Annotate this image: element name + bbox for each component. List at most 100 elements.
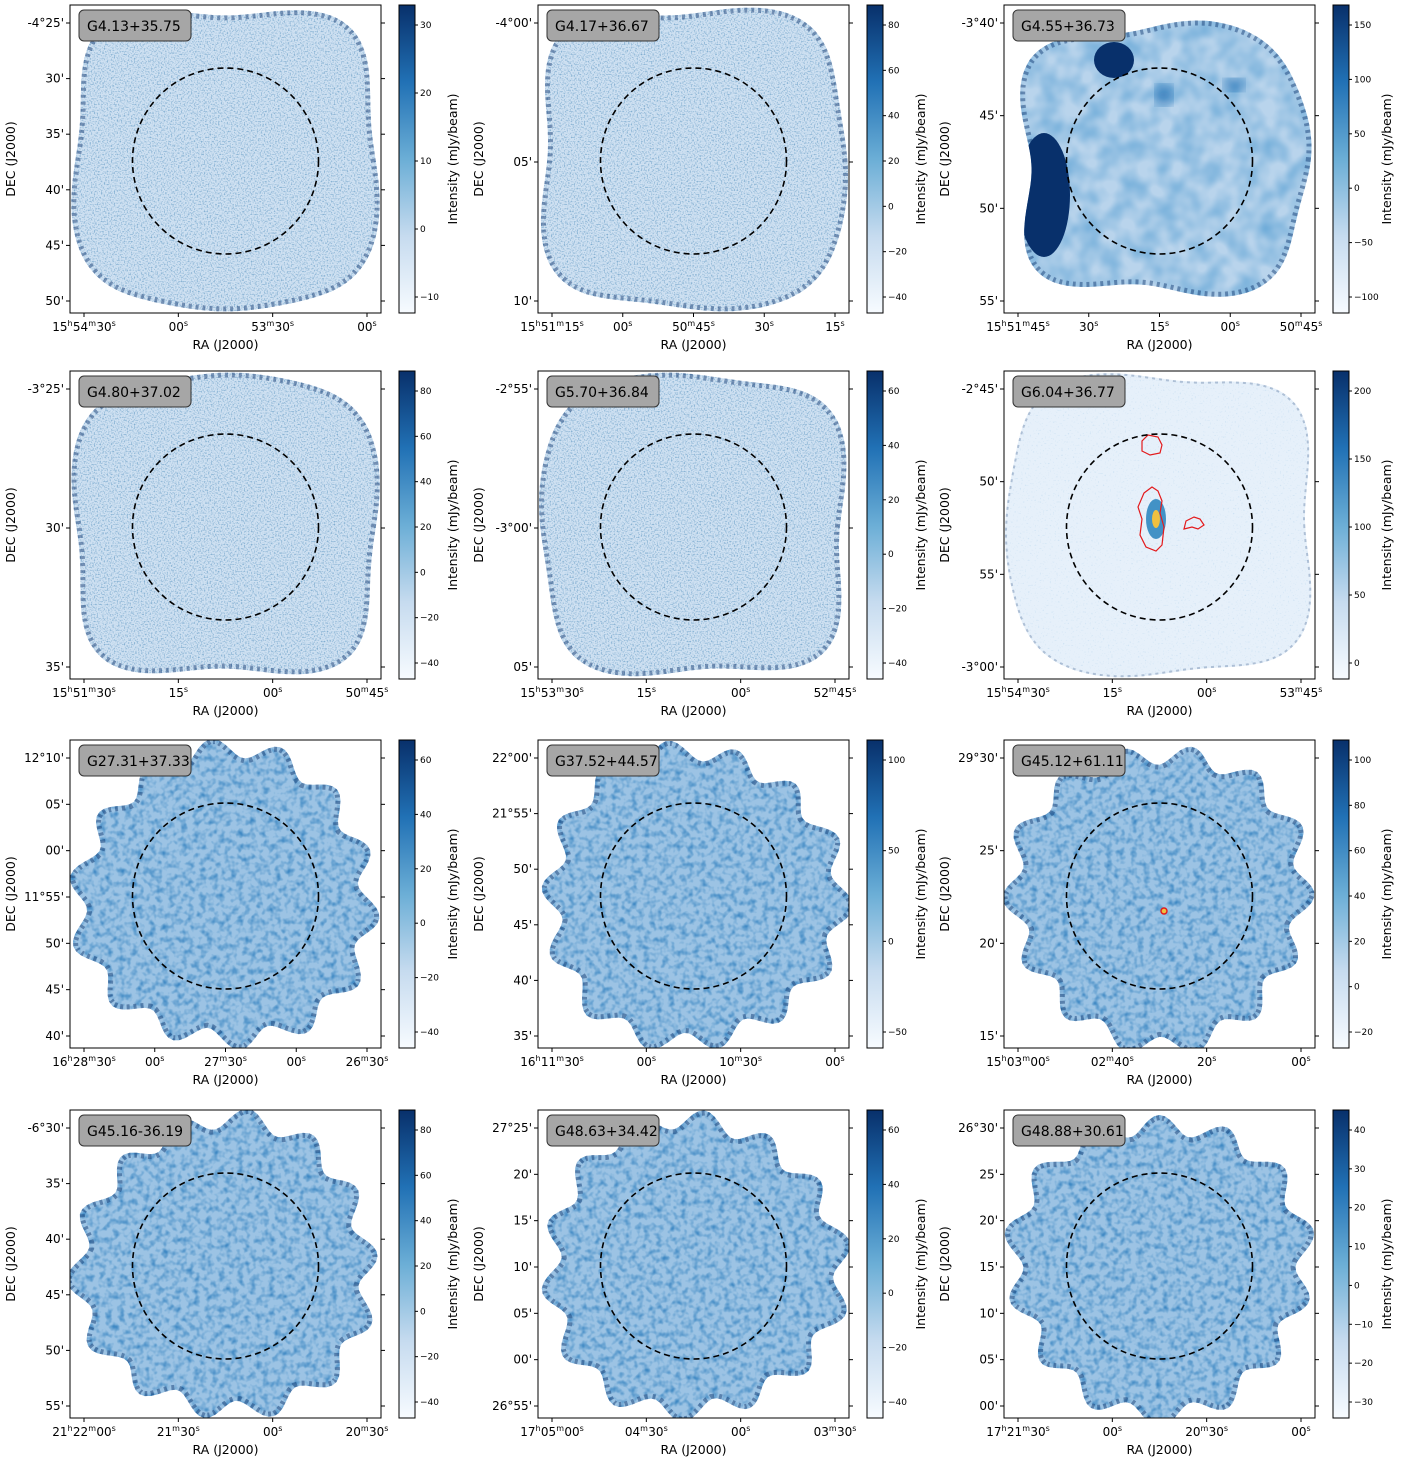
y-axis-label: DEC (J2000) bbox=[471, 121, 486, 196]
dec-tick-label: 25' bbox=[979, 844, 998, 858]
beam-circle bbox=[131, 67, 320, 255]
ra-tick-label: 00s bbox=[145, 1054, 164, 1069]
field-label-text: G37.52+44.57 bbox=[555, 754, 658, 770]
dec-tick-label: 00' bbox=[513, 1353, 532, 1367]
field-label-text: G4.17+36.67 bbox=[555, 19, 649, 35]
field-label: G27.31+37.33 bbox=[78, 744, 192, 777]
x-axis-label: RA (J2000) bbox=[661, 1442, 727, 1457]
dec-tick-label: 45' bbox=[45, 983, 64, 997]
field-label: G4.80+37.02 bbox=[78, 375, 192, 408]
colorbar-tick-label: 20 bbox=[888, 157, 900, 167]
dec-tick-label: 30' bbox=[45, 72, 64, 86]
map-image bbox=[541, 741, 849, 1048]
dec-tick-label: 50' bbox=[45, 294, 64, 308]
dec-tick-label: -3°40' bbox=[961, 16, 998, 30]
colorbar-tick-label: 20 bbox=[420, 865, 432, 875]
ra-tick-label: 15s bbox=[1103, 685, 1122, 700]
ra-tick-label: 20m 30s bbox=[1185, 1424, 1228, 1439]
colorbar: 80 60 40 20 0 −20 −40 Intensity (mJy/beam) bbox=[398, 370, 460, 680]
dec-tick-label: 05' bbox=[513, 660, 532, 674]
y-axis-label: DEC (J2000) bbox=[3, 487, 18, 562]
colorbar-tick-label: −20 bbox=[1354, 1359, 1373, 1369]
dec-tick-label: 05' bbox=[979, 1353, 998, 1367]
colorbar-tick-label: 40 bbox=[420, 478, 432, 488]
colorbar-tick-label: −20 bbox=[420, 974, 439, 984]
map-image bbox=[71, 10, 380, 312]
colorbar-tick-label: 0 bbox=[1354, 184, 1360, 194]
dec-tick-label: 05' bbox=[513, 1306, 532, 1320]
ra-tick-label: 16h 11m 30s bbox=[520, 1054, 584, 1069]
ra-tick-label: 15s bbox=[825, 319, 844, 334]
colorbar-label: Intensity (mJy/beam) bbox=[445, 1198, 460, 1329]
field-label-text: G27.31+37.33 bbox=[87, 754, 190, 770]
colorbar-tick-label: 0 bbox=[1354, 659, 1360, 669]
beam-circle bbox=[1065, 67, 1254, 255]
dec-tick-label: 00' bbox=[45, 844, 64, 858]
colorbar-tick-label: 0 bbox=[888, 550, 894, 560]
axes-frame bbox=[1003, 370, 1316, 680]
dec-tick-label: 29°30' bbox=[958, 751, 998, 765]
ra-tick-label: 00s bbox=[357, 319, 376, 334]
field-label: G45.12+61.11 bbox=[1012, 744, 1126, 777]
colorbar-tick-label: 40 bbox=[420, 810, 432, 820]
colorbar-label: Intensity (mJy/beam) bbox=[913, 1198, 928, 1329]
x-axis-label: RA (J2000) bbox=[1127, 703, 1193, 718]
dec-tick-label: 40' bbox=[513, 973, 532, 987]
colorbar: 100 80 60 40 20 0 −20 Intensity (mJy/beam) bbox=[1332, 739, 1394, 1049]
field-label: G5.70+36.84 bbox=[546, 375, 660, 408]
colorbar: 40 30 20 10 0 −10 −20 −30 Intensity (mJy/beam) bbox=[1332, 1109, 1394, 1419]
colorbar-tick-label: −40 bbox=[888, 659, 907, 669]
colorbar: 60 40 20 0 −20 −40 Intensity (mJy/beam) bbox=[866, 370, 928, 680]
colorbar-tick-label: 0 bbox=[888, 202, 894, 212]
colorbar-tick-label: 60 bbox=[888, 1126, 900, 1136]
colorbar-tick-label: 60 bbox=[888, 66, 900, 76]
colorbar-tick-label: 100 bbox=[1354, 756, 1371, 766]
colorbar: 80 60 40 20 0 −20 −40 Intensity (mJy/beam) bbox=[866, 4, 928, 314]
colorbar-tick-label: −40 bbox=[420, 1028, 439, 1038]
x-axis-label: RA (J2000) bbox=[193, 337, 259, 352]
y-axis-label: DEC (J2000) bbox=[937, 121, 952, 196]
ra-tick-label: 17h 21m 30s bbox=[986, 1424, 1050, 1439]
axes-frame bbox=[537, 1109, 850, 1419]
colorbar-tick-label: −10 bbox=[1354, 1320, 1373, 1330]
dec-tick-label: -2°55' bbox=[495, 382, 532, 396]
colorbar-label: Intensity (mJy/beam) bbox=[913, 93, 928, 224]
y-axis-label: DEC (J2000) bbox=[471, 1226, 486, 1301]
dec-tick-label: -4°00' bbox=[495, 16, 532, 30]
colorbar-tick-label: 50 bbox=[1354, 130, 1366, 140]
colorbar-tick-label: −20 bbox=[888, 605, 907, 615]
colorbar-label: Intensity (mJy/beam) bbox=[1379, 1198, 1394, 1329]
colorbar-tick-label: −20 bbox=[420, 1353, 439, 1363]
map-image bbox=[1004, 746, 1315, 1048]
colorbar-tick-label: 40 bbox=[888, 112, 900, 122]
ra-tick-label: 52m 45s bbox=[814, 685, 857, 700]
dec-tick-label: 20' bbox=[979, 1214, 998, 1228]
dec-tick-label: -3°25' bbox=[27, 382, 64, 396]
colorbar-tick-label: 20 bbox=[420, 523, 432, 533]
colorbar-tick-label: 60 bbox=[420, 1171, 432, 1181]
panel-4: G4.80+37.02 15h 51m 30s 15s 00s 50m 45s R… bbox=[3, 370, 460, 718]
colorbar-tick-label: 50 bbox=[1354, 591, 1366, 601]
dec-tick-label: 11°55' bbox=[24, 890, 64, 904]
ra-tick-label: 50m 45s bbox=[346, 685, 389, 700]
dec-tick-label: -4°25' bbox=[27, 16, 64, 30]
dec-tick-label: 26°55' bbox=[492, 1399, 532, 1413]
colorbar-tick-label: 50 bbox=[888, 847, 900, 857]
colorbar-tick-label: −20 bbox=[888, 1344, 907, 1354]
dec-tick-label: 22°00' bbox=[492, 751, 532, 765]
colorbar-tick-label: −20 bbox=[1354, 1028, 1373, 1038]
panel-10: G45.16-36.19 21h 22m 00s 21m 30s 00s 20m … bbox=[3, 1109, 460, 1457]
ra-tick-label: 04m 30s bbox=[625, 1424, 668, 1439]
colorbar-tick-label: 40 bbox=[420, 1217, 432, 1227]
map-image bbox=[540, 7, 848, 312]
x-axis-label: RA (J2000) bbox=[193, 703, 259, 718]
colorbar-label: Intensity (mJy/beam) bbox=[445, 93, 460, 224]
colorbar-tick-label: 60 bbox=[888, 387, 900, 397]
colorbar-tick-label: 0 bbox=[420, 225, 426, 235]
ra-tick-label: 15s bbox=[1150, 319, 1169, 334]
ra-tick-label: 15h 51m 15s bbox=[520, 319, 584, 334]
colorbar-tick-label: −40 bbox=[420, 1398, 439, 1408]
map-image bbox=[70, 740, 380, 1048]
field-label-text: G4.13+35.75 bbox=[87, 19, 181, 35]
